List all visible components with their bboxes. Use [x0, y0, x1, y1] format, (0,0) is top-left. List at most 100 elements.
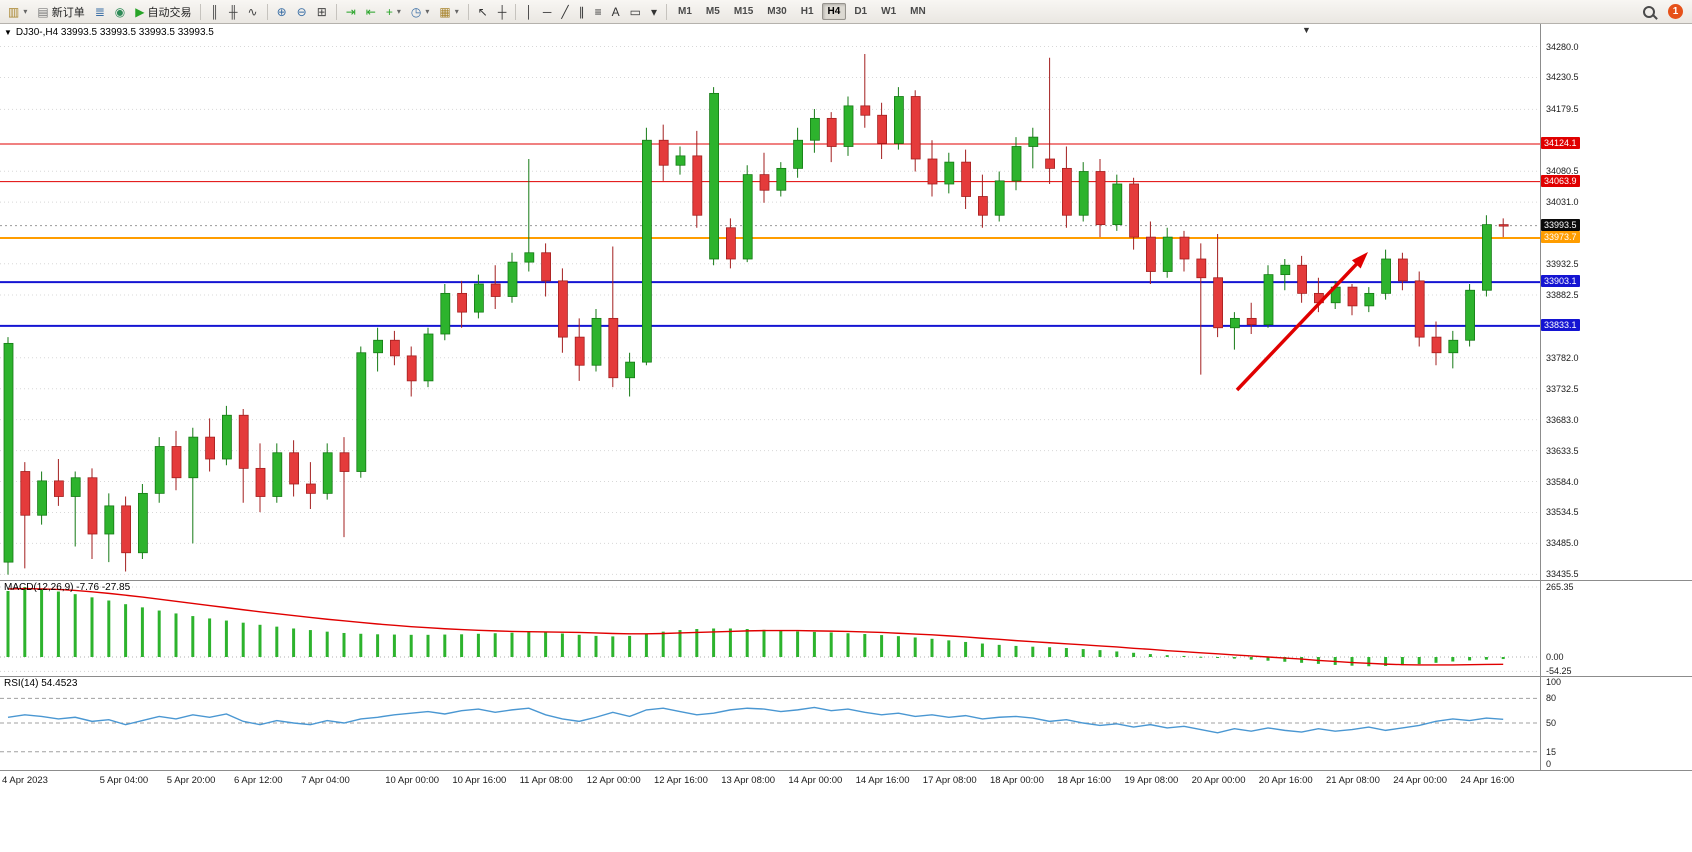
cursor-button[interactable]: ↖ [473, 1, 493, 23]
new-order-label: 新订单 [51, 6, 85, 19]
trendline-button[interactable]: ╱ [556, 1, 573, 23]
text-icon: A [611, 4, 620, 19]
time-axis-label: 17 Apr 08:00 [922, 775, 977, 786]
toolbar-separator [666, 3, 668, 20]
zoom-in-icon: ⊕ [276, 4, 287, 19]
time-axis-label: 12 Apr 00:00 [586, 775, 641, 786]
expert-advisors-icon: ◉ [114, 4, 126, 19]
time-axis-label: 10 Apr 16:00 [452, 775, 507, 786]
text-button[interactable]: A [607, 1, 625, 23]
chart-window: ▼ DJ30-,H4 33993.5 33993.5 33993.5 33993… [0, 24, 1692, 852]
rsi-scale-label: 100 [1546, 677, 1562, 687]
periods-button[interactable]: ◷ ▾ [406, 1, 435, 23]
price-axis-label: 33732.5 [1546, 383, 1579, 394]
chart-menu-icon[interactable]: ▼ [4, 28, 12, 37]
crosshair-icon: ┼ [497, 4, 507, 19]
search-icon [1643, 5, 1655, 18]
zoom-out-button[interactable]: ⊖ [292, 1, 312, 23]
rsi-name: RSI(14) [4, 678, 39, 689]
time-axis-label: 6 Apr 12:00 [234, 775, 283, 786]
new-order-icon: ▤ [37, 4, 49, 19]
timeframe-m1[interactable]: M1 [678, 6, 692, 17]
horizontal-line-icon: ─ [542, 4, 552, 19]
tile-windows-button[interactable]: ⊞ [312, 1, 332, 23]
price-chart-panel[interactable]: ▼ DJ30-,H4 33993.5 33993.5 33993.5 33993… [0, 24, 1540, 580]
auto-trading-label: 自动交易 [147, 6, 192, 19]
toolbar-separator [467, 3, 469, 20]
price-axis-label: 33633.5 [1546, 445, 1579, 456]
indicators-button[interactable]: + ▾ [381, 1, 406, 23]
templates-button[interactable]: ▦ ▾ [434, 1, 463, 23]
periods-icon: ◷ [410, 4, 422, 19]
horizontal-line-button[interactable]: ─ [538, 1, 557, 23]
timeframe-h4[interactable]: H4 [821, 3, 847, 20]
toolbar-separator [335, 3, 337, 20]
time-axis-label: 13 Apr 08:00 [721, 775, 776, 786]
price-axis-label: 34179.5 [1546, 104, 1579, 115]
chart-shift-marker-icon[interactable]: ▼ [1302, 25, 1311, 35]
cursor-icon: ↖ [477, 4, 488, 19]
time-axis-label: 24 Apr 00:00 [1393, 775, 1448, 786]
toolbar-separator [515, 3, 517, 20]
label-button[interactable]: ▭ [625, 1, 646, 23]
notifications-badge[interactable]: 1 [1668, 4, 1683, 19]
rsi-panel[interactable]: RSI(14) 54.4523 [0, 676, 1540, 770]
bar-chart-icon: ║ [210, 4, 219, 19]
timeframe-d1[interactable]: D1 [854, 6, 868, 17]
zoom-in-button[interactable]: ⊕ [272, 1, 292, 23]
time-axis[interactable]: 4 Apr 2023 5 Apr 04:00 5 Apr 20:00 6 Apr 12… [0, 770, 1692, 792]
price-axis-label: 33882.5 [1546, 289, 1579, 300]
timeframe-m15[interactable]: M15 [733, 6, 754, 17]
new-chart-button[interactable]: ▥ ▾ [3, 1, 32, 23]
profiles-button[interactable]: ≣ [90, 1, 110, 23]
vertical-line-button[interactable]: │ [520, 1, 538, 23]
profiles-icon: ≣ [94, 4, 105, 19]
price-scale[interactable]: 34280.0 34230.5 34179.5 34080.5 34031.0 33932… [1541, 24, 1692, 770]
macd-panel[interactable]: MACD(12,26,9) -7.76 -27.85 [0, 580, 1540, 676]
time-axis-label: 5 Apr 04:00 [99, 775, 149, 786]
candlestick-chart-button[interactable]: ╫ [224, 1, 243, 23]
price-axis-label: 33584.0 [1546, 476, 1579, 487]
timeframe-m30[interactable]: M30 [767, 6, 787, 17]
auto-trading-icon: ▶ [135, 4, 145, 19]
expert-advisors-button[interactable]: ◉ [110, 1, 130, 23]
timeframe-w1[interactable]: W1 [881, 6, 897, 17]
rsi-value: 54.4523 [41, 678, 78, 689]
timeframe-m5[interactable]: M5 [705, 6, 720, 17]
time-axis-label: 21 Apr 08:00 [1326, 775, 1380, 786]
price-axis-label: 33932.5 [1546, 258, 1579, 269]
price-axis-label: 34080.5 [1546, 166, 1579, 177]
timeframe-mn[interactable]: MN [910, 6, 926, 17]
time-axis-label: 24 Apr 16:00 [1460, 775, 1515, 786]
rsi-scale-label: 0 [1546, 759, 1552, 769]
price-level-badge: 33903.1 [1541, 275, 1580, 288]
panel-separator[interactable] [0, 676, 1692, 677]
time-axis-label: 11 Apr 08:00 [519, 775, 573, 786]
rsi-scale-label: 15 [1546, 746, 1557, 757]
price-level-badge: 33833.1 [1541, 318, 1580, 331]
chart-title: ▼ DJ30-,H4 33993.5 33993.5 33993.5 33993… [4, 27, 214, 38]
channel-button[interactable]: ∥ [574, 1, 590, 23]
time-axis-label: 7 Apr 04:00 [301, 775, 350, 786]
bar-chart-button[interactable]: ║ [205, 1, 224, 23]
panel-separator[interactable] [0, 580, 1692, 581]
crosshair-button[interactable]: ┼ [493, 1, 512, 23]
time-axis-label: 12 Apr 16:00 [654, 775, 708, 786]
search-button[interactable] [1638, 1, 1660, 23]
time-axis-label: 14 Apr 16:00 [855, 775, 910, 786]
shapes-button[interactable]: ▾ [646, 1, 662, 23]
toolbar-separator [266, 3, 268, 20]
indicators-icon: + [385, 4, 393, 19]
new-order-button[interactable]: ▤ 新订单 [32, 1, 89, 23]
line-chart-button[interactable]: ∿ [243, 1, 263, 23]
chart-shift-icon: ⇤ [365, 4, 376, 19]
timeframe-h1[interactable]: H1 [800, 6, 814, 17]
new-chart-icon: ▥ [8, 4, 20, 19]
time-axis-label: 4 Apr 2023 [2, 775, 48, 786]
fibonacci-button[interactable]: ≡ [590, 1, 607, 23]
chart-shift-button[interactable]: ⇤ [361, 1, 381, 23]
dropdown-arrow-icon: ▾ [23, 7, 28, 16]
auto-scroll-button[interactable]: ⇥ [341, 1, 361, 23]
auto-trading-button[interactable]: ▶ 自动交易 [130, 1, 196, 23]
current-price-badge: 33993.5 [1541, 218, 1580, 231]
